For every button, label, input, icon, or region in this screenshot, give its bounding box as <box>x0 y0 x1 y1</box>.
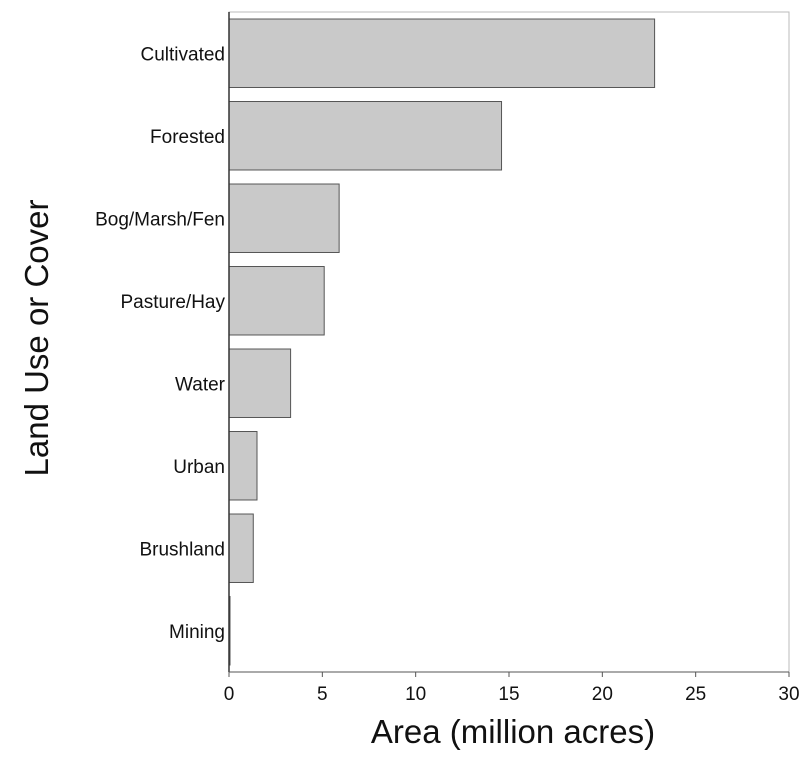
y-axis-title: Land Use or Cover <box>18 200 55 477</box>
category-labels: Cultivated Forested Bog/Marsh/Fen Pasture/H… <box>95 44 226 643</box>
category-label: Cultivated <box>141 44 226 65</box>
bars-group <box>228 18 656 666</box>
x-tick-labels: 0 5 10 15 20 25 30 <box>224 672 800 705</box>
x-tick-label: 30 <box>778 684 799 705</box>
bar-water <box>228 348 292 418</box>
category-label: Urban <box>173 457 225 478</box>
bar-forested <box>228 101 503 171</box>
x-tick-label: 15 <box>498 684 519 705</box>
bar-urban <box>228 431 258 501</box>
category-label: Pasture/Hay <box>120 292 225 313</box>
bar-pasture-hay <box>228 266 325 336</box>
bar-brushland <box>228 513 254 583</box>
x-tick-label: 0 <box>224 684 235 705</box>
x-tick-label: 25 <box>685 684 706 705</box>
category-label: Forested <box>150 127 225 148</box>
category-label: Mining <box>169 622 225 643</box>
category-label: Brushland <box>139 539 225 560</box>
category-label: Water <box>175 374 226 395</box>
x-tick-label: 20 <box>592 684 613 705</box>
bar-cultivated <box>228 18 656 88</box>
x-tick-label: 10 <box>405 684 426 705</box>
category-label: Bog/Marsh/Fen <box>95 209 225 230</box>
x-tick-label: 5 <box>317 684 328 705</box>
bar-bog-marsh-fen <box>228 183 340 253</box>
x-axis-title: Area (million acres) <box>371 713 655 750</box>
